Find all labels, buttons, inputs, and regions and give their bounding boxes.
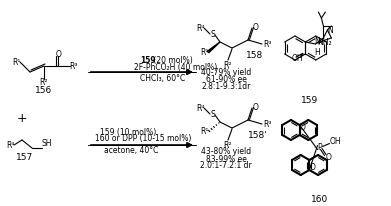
- Text: NH₂: NH₂: [317, 37, 332, 47]
- Text: (20 mol%): (20 mol%): [151, 55, 193, 64]
- Text: 159: 159: [301, 96, 319, 104]
- Text: 158': 158': [248, 130, 268, 139]
- Text: OH: OH: [330, 137, 341, 146]
- Text: O: O: [56, 49, 62, 59]
- Text: R⁴: R⁴: [196, 103, 204, 112]
- Text: N: N: [328, 26, 333, 34]
- Text: O: O: [300, 124, 306, 132]
- Text: 160 or DPP (10-15 mol%): 160 or DPP (10-15 mol%): [95, 135, 191, 144]
- Text: R³: R³: [263, 40, 271, 48]
- Text: R¹: R¹: [12, 57, 20, 67]
- Text: O: O: [309, 163, 315, 172]
- Text: N: N: [314, 36, 320, 46]
- Text: 159: 159: [140, 55, 156, 64]
- Text: R⁴: R⁴: [6, 140, 14, 150]
- Text: 61-90% ee: 61-90% ee: [206, 75, 246, 83]
- Text: 40-79% yield: 40-79% yield: [201, 68, 251, 76]
- Text: SH: SH: [42, 138, 52, 147]
- Text: O: O: [253, 22, 259, 32]
- Text: R³: R³: [263, 119, 271, 129]
- Text: OH: OH: [292, 54, 303, 62]
- Text: 2.8:1-9.3:1dr: 2.8:1-9.3:1dr: [201, 82, 251, 90]
- Text: R¹: R¹: [200, 128, 208, 137]
- Text: 159 (10 mol%): 159 (10 mol%): [100, 128, 156, 137]
- Text: 158: 158: [246, 50, 264, 60]
- Text: P: P: [317, 143, 322, 152]
- Text: O: O: [326, 153, 332, 162]
- Text: S: S: [211, 110, 215, 118]
- Text: R²: R²: [224, 61, 232, 69]
- Text: S: S: [211, 29, 215, 39]
- Text: H: H: [314, 48, 320, 56]
- Text: 83-99% ee: 83-99% ee: [206, 154, 246, 164]
- Text: 2F-PhCO₂H (40 mol%): 2F-PhCO₂H (40 mol%): [134, 62, 217, 71]
- Text: O: O: [253, 103, 259, 111]
- Text: R³: R³: [70, 62, 78, 70]
- Text: R¹: R¹: [200, 48, 208, 56]
- Text: R²: R²: [224, 140, 232, 150]
- Text: R⁴: R⁴: [196, 23, 204, 33]
- Text: 156: 156: [35, 85, 53, 95]
- Text: 2.0:1-7.2:1 dr: 2.0:1-7.2:1 dr: [200, 162, 252, 171]
- Text: +: +: [17, 111, 27, 124]
- Polygon shape: [207, 42, 220, 53]
- Text: R²: R²: [40, 77, 48, 87]
- Text: 157: 157: [16, 153, 34, 163]
- Text: CHCl₃, 60°C: CHCl₃, 60°C: [140, 74, 185, 82]
- Text: 160: 160: [311, 195, 328, 205]
- Text: 43-80% yield: 43-80% yield: [201, 147, 251, 157]
- Text: acetone, 40°C: acetone, 40°C: [104, 146, 158, 156]
